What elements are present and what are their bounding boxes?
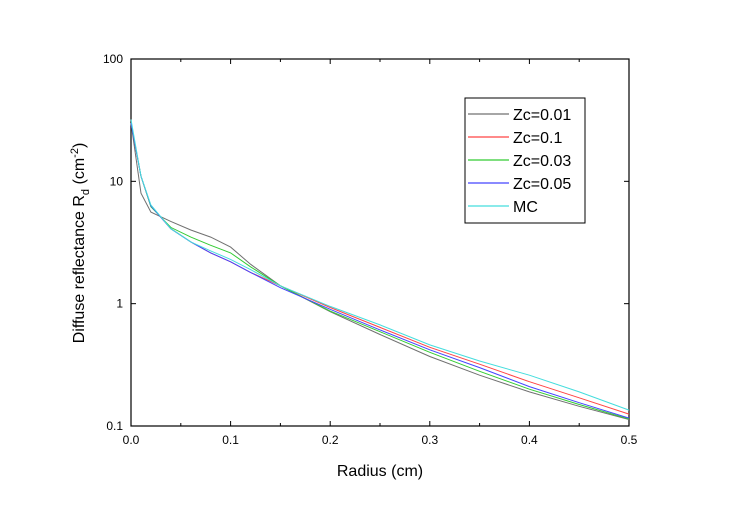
- legend-label: Zc=0.05: [513, 176, 571, 193]
- y-tick-label: 100: [103, 52, 123, 66]
- y-axis-label: Diffuse reflectance Rd (cm-2): [69, 143, 92, 344]
- legend-label: Zc=0.01: [513, 107, 571, 124]
- x-tick-label: 0.4: [521, 433, 538, 447]
- y-axis-label-subscript: d: [80, 189, 92, 195]
- x-tick-label: 0.1: [222, 433, 239, 447]
- x-tick-label: 0.3: [421, 433, 438, 447]
- x-axis-label: Radius (cm): [337, 463, 423, 480]
- y-tick-label: 0.1: [106, 419, 123, 433]
- y-axis-label-main: Diffuse reflectance R: [71, 195, 88, 343]
- y-axis-label-unit-open: (cm: [71, 158, 88, 189]
- x-tick-label: 0.0: [123, 433, 140, 447]
- y-tick-label: 10: [110, 174, 124, 188]
- y-axis-label-superscript: -2: [69, 148, 81, 158]
- legend-label: Zc=0.03: [513, 153, 571, 170]
- y-axis-label-unit-close: ): [71, 143, 88, 148]
- y-tick-label: 1: [116, 297, 123, 311]
- series-line-4: [130, 119, 630, 411]
- x-tick-label: 0.2: [322, 433, 339, 447]
- legend-label: Zc=0.1: [513, 130, 562, 147]
- legend: Zc=0.01 Zc=0.1 Zc=0.03 Zc=0.05 MC: [464, 97, 586, 224]
- x-tick-label: 0.5: [621, 433, 638, 447]
- legend-label: MC: [513, 199, 538, 216]
